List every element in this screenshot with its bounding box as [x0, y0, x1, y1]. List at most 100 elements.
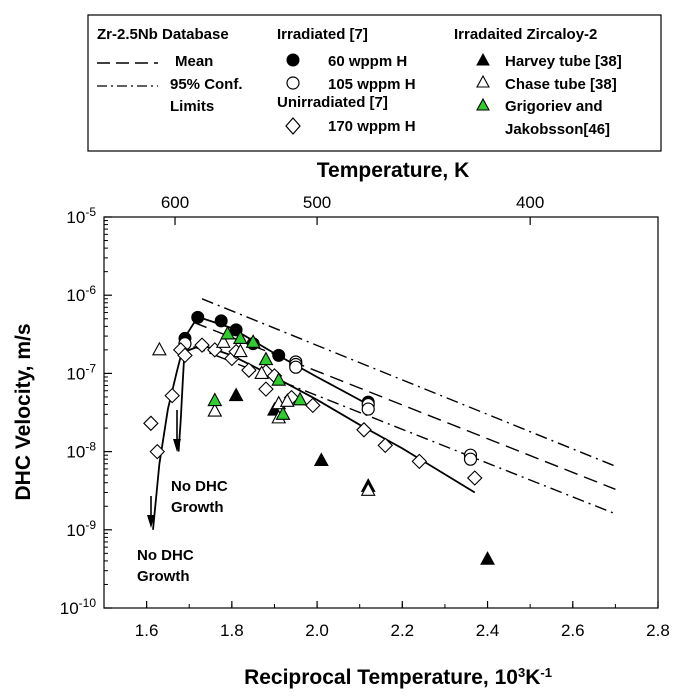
- legend-marker-105: [286, 76, 300, 90]
- marker-open-diamond: [258, 381, 274, 397]
- legend-marker-60: [286, 53, 300, 67]
- y-tick-base: 10: [66, 521, 85, 540]
- x-tick-label: 2.0: [305, 621, 329, 640]
- marker-open-circle: [463, 452, 478, 466]
- curve-fit_170: [184, 344, 476, 494]
- y-tick-exponent: -9: [85, 518, 96, 532]
- marker-open-triangle: [254, 365, 270, 379]
- x-axis-title-sup1: 3: [518, 665, 525, 680]
- marker-open-triangle: [279, 393, 295, 407]
- curve-lower_conf: [193, 345, 616, 515]
- x-axis-ticks: 1.6 1.8 2.0 2.2 2.4 2.6 2.8: [103, 601, 670, 640]
- marker-green-triangle: [220, 325, 236, 340]
- marker-filled-triangle: [228, 387, 244, 402]
- marker-open-triangle: [232, 343, 248, 358]
- marker-open-diamond: [194, 337, 210, 353]
- x-axis-title: Reciprocal Temperature, 103K-1: [244, 665, 552, 690]
- marker-open-triangle: [151, 341, 167, 356]
- y-tick-exponent: -7: [85, 361, 96, 375]
- marker-open-diamond: [177, 347, 193, 364]
- marker-green-triangle: [275, 406, 291, 420]
- y-tick-base: 10: [66, 286, 85, 305]
- marker-filled-triangle: [313, 452, 329, 467]
- y-tick-base: 10: [66, 443, 85, 462]
- marker-green-triangle: [271, 371, 287, 386]
- curve-rise_1: [152, 347, 184, 530]
- marker-open-triangle: [360, 482, 376, 496]
- x-tick-label: 1.8: [220, 621, 244, 640]
- top-tick-label: 500: [303, 193, 331, 212]
- y-axis-title: DHC Velocity, m/s: [12, 323, 35, 500]
- marker-open-triangle: [215, 334, 231, 348]
- x-axis-title-mid: K: [525, 666, 540, 689]
- legend-conf-label-2: Limits: [170, 98, 214, 115]
- y-tick-exponent: -10: [79, 596, 97, 610]
- top-tick-label: 600: [161, 193, 189, 212]
- y-tick-label: 10-6: [66, 283, 96, 305]
- plot-frame: [103, 216, 659, 609]
- legend-label-60: 60 wppm H: [328, 53, 407, 70]
- legend-col2-title-b: Unirradiated [7]: [277, 94, 388, 111]
- marker-filled-triangle: [480, 551, 495, 565]
- x-tick-label: 2.4: [476, 621, 500, 640]
- x-tick-label: 1.6: [135, 621, 159, 640]
- y-tick-label: 10-5: [66, 205, 96, 227]
- annotation-nodhc-2-line1: No DHC: [171, 478, 228, 495]
- marker-open-diamond: [356, 422, 372, 438]
- x-tick-label: 2.8: [646, 621, 670, 640]
- x-tick-label: 2.2: [390, 621, 414, 640]
- legend-marker-harvey: [476, 52, 490, 66]
- legend-marker-chase: [476, 74, 490, 88]
- legend-conf-label-1: 95% Conf.: [170, 76, 243, 93]
- legend-label-chase: Chase tube [38]: [505, 76, 617, 93]
- legend-label-harvey: Harvey tube [38]: [505, 53, 622, 70]
- marker-open-diamond: [305, 397, 321, 414]
- legend-label-grig-1: Grigoriev and: [505, 98, 603, 115]
- legend-col2-title: Irradiated [7]: [277, 26, 368, 43]
- marker-open-diamond: [466, 470, 483, 486]
- marker-open-triangle: [207, 402, 223, 417]
- marker-open-circle: [289, 360, 303, 374]
- legend-mean-label: Mean: [175, 53, 213, 70]
- marker-open-diamond: [149, 443, 166, 460]
- y-tick-label: 10-9: [66, 518, 96, 540]
- marker-open-diamond: [411, 453, 428, 470]
- y-tick-label: 10-7: [66, 361, 96, 383]
- annotation-nodhc-2-line2: Growth: [171, 499, 224, 516]
- y-tick-exponent: -6: [85, 283, 96, 297]
- y-tick-base: 10: [66, 208, 85, 227]
- annotation-nodhc-1-line1: No DHC: [137, 547, 194, 564]
- marker-filled-circle: [214, 314, 228, 328]
- marker-open-diamond: [241, 362, 257, 378]
- legend-col3-title: Irradaited Zircaloy-2: [454, 26, 597, 43]
- legend-col1-title: Zr-2.5Nb Database: [97, 26, 229, 43]
- legend-label-170: 170 wppm H: [328, 118, 416, 135]
- marker-green-triangle: [292, 391, 308, 406]
- curves: [152, 298, 616, 530]
- top-axis-title: Temperature, K: [317, 159, 470, 182]
- top-axis-ticks: 600 500 400: [161, 193, 544, 225]
- legend-label-105: 105 wppm H: [328, 76, 416, 93]
- x-axis-title-main: Reciprocal Temperature, 10: [244, 666, 518, 689]
- x-axis-title-sup2: -1: [540, 665, 552, 680]
- marker-green-triangle: [232, 330, 248, 344]
- marker-open-diamond: [164, 387, 180, 404]
- curve-mean: [193, 321, 616, 490]
- y-tick-exponent: -5: [85, 205, 96, 219]
- marker-filled-circle: [272, 348, 286, 362]
- marker-filled-circle: [191, 310, 205, 324]
- y-tick-base: 10: [66, 364, 85, 383]
- legend-label-grig-2: Jakobsson[46]: [505, 121, 610, 138]
- curve-upper_conf: [201, 298, 616, 467]
- legend-box: [87, 14, 662, 152]
- x-tick-label: 2.6: [561, 621, 585, 640]
- marker-green-triangle: [207, 392, 223, 407]
- y-tick-base: 10: [60, 599, 79, 618]
- nodhc-arrow-2: [173, 410, 181, 452]
- marker-open-circle: [361, 402, 375, 416]
- y-tick-exponent: -8: [85, 440, 96, 454]
- y-tick-label: 10-10: [60, 596, 97, 618]
